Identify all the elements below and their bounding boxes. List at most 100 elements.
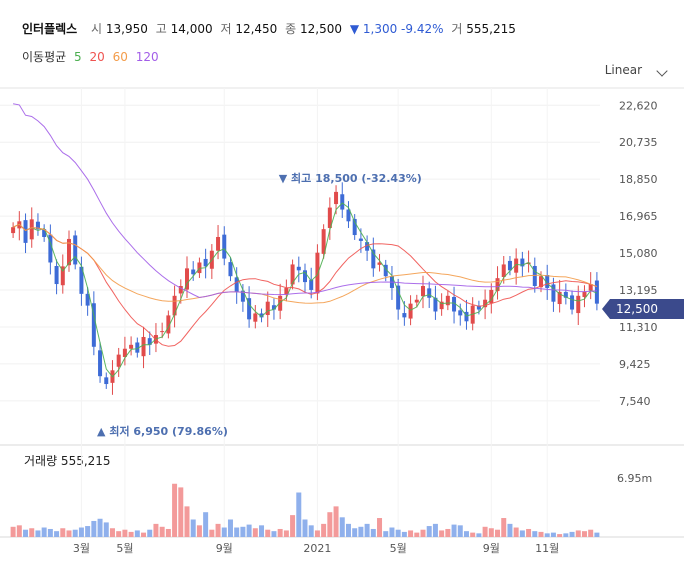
volume-bar: [383, 531, 389, 537]
volume-bar: [196, 525, 202, 537]
candle-body: [476, 305, 481, 310]
high-label: 고: [155, 22, 167, 36]
volume-bar: [408, 530, 414, 537]
ma-60-label[interactable]: 60: [112, 50, 128, 64]
candle-body: [371, 249, 376, 269]
candle-body: [79, 266, 84, 294]
candle-body: [520, 258, 525, 267]
volume-bar: [377, 518, 383, 537]
candle-body: [160, 331, 165, 333]
stock-name: 인터플렉스: [22, 22, 78, 36]
volume-bar: [271, 531, 277, 537]
candle-body: [147, 338, 152, 345]
candle-body: [514, 258, 519, 273]
volume-bar: [339, 517, 345, 537]
volume-bar: [426, 526, 432, 537]
candle-body: [11, 227, 16, 234]
volume-bar: [141, 532, 147, 537]
volume-bar: [563, 533, 569, 537]
candle-body: [216, 236, 221, 251]
volume-bar: [345, 523, 351, 537]
candle-body: [67, 238, 71, 266]
volume-bar: [23, 529, 29, 537]
volume-bar: [358, 526, 364, 537]
volume-bar: [165, 528, 171, 537]
volume-bar: [463, 531, 469, 537]
volume-bar: [445, 528, 451, 537]
ma-120-line: [13, 103, 597, 299]
candle-body: [377, 262, 382, 265]
volume-bar: [581, 531, 587, 537]
volume-bar: [308, 525, 314, 537]
volume-bar: [41, 527, 47, 537]
candle-body: [185, 268, 189, 290]
candle-body: [346, 209, 351, 222]
volume-bar: [314, 530, 320, 537]
y-tick-label: 20,735: [619, 136, 658, 149]
scale-selector[interactable]: Linear: [605, 63, 668, 77]
candle-body: [141, 336, 146, 357]
volume-bar: [414, 532, 420, 537]
volume-bar: [215, 523, 221, 537]
ma-120-label[interactable]: 120: [135, 50, 159, 64]
current-price-tag: 12,500: [602, 299, 684, 319]
candle-body: [545, 275, 550, 288]
low-label: 저: [220, 22, 232, 36]
candle-body: [178, 286, 183, 294]
candle-body: [365, 242, 370, 251]
volume-bar: [439, 530, 445, 537]
candle-body: [576, 295, 581, 314]
volume-bar: [203, 512, 209, 537]
volume-bar: [507, 523, 513, 537]
volume-bar: [575, 530, 581, 537]
volume-bar: [153, 523, 159, 537]
candle-body: [60, 266, 65, 286]
ma-5-line: [12, 202, 598, 378]
volume-bar: [128, 531, 134, 537]
candle-body: [439, 301, 444, 310]
candle-body: [427, 288, 432, 298]
candle-body: [309, 279, 314, 290]
candle-body: [29, 219, 34, 240]
volume-bar: [103, 522, 109, 537]
y-tick-label: 7,540: [619, 395, 651, 408]
moving-average-legend: 이동평균 5 20 60 120: [22, 48, 163, 65]
volume-bar: [333, 506, 339, 537]
volume-bar: [290, 515, 296, 537]
candle-body: [340, 194, 345, 210]
candle-body: [582, 291, 587, 297]
change-value: ▼ 1,300 -9.42%: [349, 22, 444, 36]
candle-body: [557, 291, 562, 305]
candle-body: [483, 299, 488, 308]
candle-body: [222, 234, 227, 259]
candle-body: [48, 234, 53, 263]
candle-body: [501, 264, 506, 277]
candle-body: [203, 258, 208, 267]
volume-bar: [184, 506, 190, 537]
volume-bar: [594, 532, 600, 537]
volume-bar: [54, 531, 60, 537]
candle-body: [166, 315, 171, 334]
volume-bar: [60, 528, 66, 537]
candle-body: [35, 221, 40, 230]
volume-bar: [457, 525, 463, 537]
candle-body: [570, 295, 575, 310]
volume-bar: [122, 529, 128, 537]
ma-20-label[interactable]: 20: [89, 50, 105, 64]
y-tick-label: 9,425: [619, 358, 651, 371]
volume-bar: [451, 524, 457, 537]
candle-body: [303, 270, 307, 283]
ma-5-label[interactable]: 5: [74, 50, 82, 64]
candle-body: [135, 342, 140, 353]
volume-bar: [97, 518, 103, 537]
x-tick-label: 3월: [73, 542, 90, 555]
volume-bar: [159, 526, 165, 537]
candle-body: [98, 350, 103, 377]
x-tick-label: 5월: [116, 542, 133, 555]
volume-bar: [190, 519, 196, 537]
volume-label: 거: [451, 22, 463, 36]
candle-body: [42, 229, 47, 237]
candle-body: [507, 260, 512, 271]
candle-body: [334, 191, 339, 205]
